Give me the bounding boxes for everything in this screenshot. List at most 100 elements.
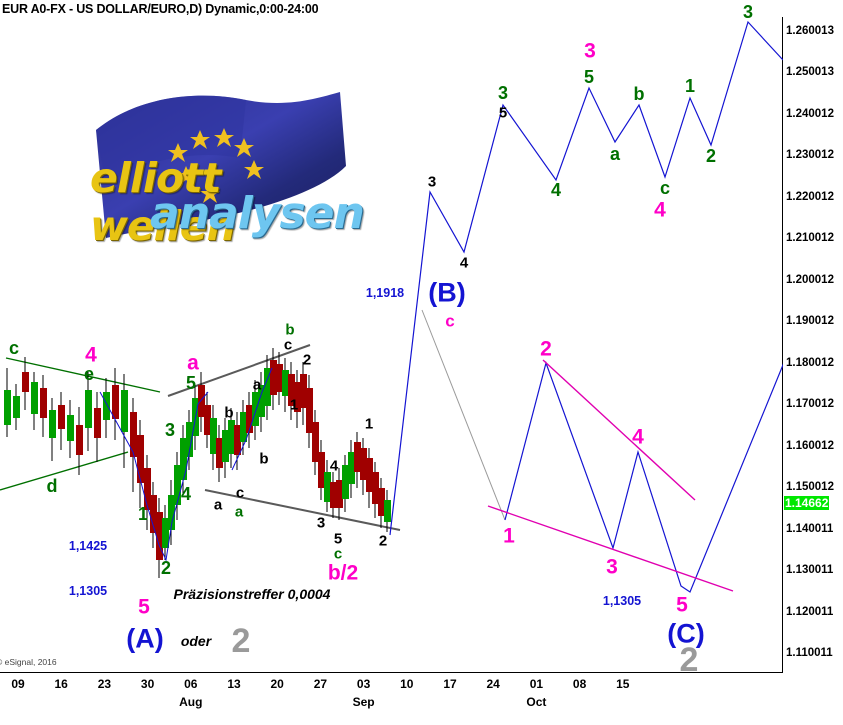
projection-channel — [487, 359, 734, 592]
price-tick: 1.190012 — [786, 315, 834, 328]
plot-area — [0, 17, 783, 672]
wave-label-1: 1 — [137, 504, 149, 524]
annotation-p8: 2 — [231, 622, 251, 660]
wave-label-4: 4 — [459, 254, 469, 272]
alternate-projection — [421, 309, 506, 521]
date-tick: 27 — [313, 677, 328, 691]
eu-flag-graphic — [96, 92, 346, 238]
wave-label-5: 5 — [583, 67, 595, 87]
wave-label-2: 2 — [160, 558, 172, 578]
price-tick: 1.240012 — [786, 107, 834, 120]
price-tick: 1.110011 — [786, 647, 833, 659]
wave-label-4: 4 — [632, 425, 644, 449]
wave-label-5: 5 — [498, 104, 508, 122]
logo-text-primary: elliott wellen — [90, 154, 236, 250]
price-tick: 1.170012 — [786, 398, 834, 411]
channel-trendlines — [167, 344, 401, 531]
annotation-p3: 1,1918 — [365, 285, 405, 300]
date-tick: 23 — [97, 677, 112, 691]
wave-label-b: b — [259, 450, 269, 468]
date-tick: 20 — [270, 677, 284, 691]
date-tick: 24 — [486, 677, 500, 691]
month-label: Oct — [526, 695, 547, 709]
company-logo: elliott wellen analysen — [78, 88, 366, 250]
wave-label-2: 2 — [378, 532, 388, 550]
annotation-p2: 1,1305 — [68, 583, 108, 598]
price-tick: 1.150012 — [786, 481, 834, 494]
wave-label-c: c — [659, 178, 671, 198]
wave-label-4: 4 — [180, 484, 192, 504]
wave-label-c: c — [283, 336, 293, 354]
price-tick: 1.200012 — [786, 273, 834, 286]
wave-label-4: 4 — [550, 180, 562, 200]
annotation-p10: oder — [180, 633, 212, 649]
annotation-p6: (A) — [126, 623, 164, 654]
wave-label-2: 2 — [540, 337, 552, 361]
wave-label-a: a — [234, 503, 244, 521]
candlestick-series — [4, 348, 391, 578]
price-tick: 1.230012 — [786, 149, 834, 162]
wave-label-4: 4 — [329, 457, 339, 475]
annotation-p12: b/2 — [327, 561, 359, 585]
current-price-badge: 1.14662 — [784, 496, 830, 511]
wave-label-3: 3 — [584, 39, 596, 63]
date-tick: 15 — [616, 677, 630, 691]
price-tick: 1.180012 — [786, 356, 834, 369]
wave-label-b: b — [224, 404, 234, 422]
annotation-p7: (C) — [667, 618, 705, 649]
price-tick: 1.120011 — [786, 605, 834, 618]
wave-label-a: a — [213, 496, 223, 514]
wave-label-a: a — [187, 351, 199, 375]
date-tick: 13 — [227, 677, 241, 691]
date-tick: 16 — [54, 677, 68, 691]
wave-label-5: 5 — [138, 595, 150, 619]
date-axis[interactable]: 09 16 23 30 06 13 20 27 03 10 17 24 01 08 15 Aug Sep Oct — [0, 672, 783, 725]
price-tick: 1.210012 — [786, 232, 834, 245]
price-tick: 1.250013 — [786, 66, 834, 79]
triangle-trendlines — [0, 357, 161, 491]
wave-label-c: c — [235, 484, 245, 502]
wave-label-3: 3 — [497, 83, 509, 103]
subwave-connectors — [99, 367, 273, 562]
wave-label-3: 3 — [427, 173, 437, 191]
wave-label-5: 5 — [185, 373, 197, 393]
wave-label-3: 3 — [316, 514, 326, 532]
wave-label-5: 5 — [333, 530, 343, 548]
wave-label-c: c — [445, 311, 455, 331]
wave-label-2: 2 — [705, 146, 717, 166]
projection-wave-b — [389, 20, 784, 536]
annotation-p5: (B) — [428, 277, 466, 308]
date-tick: 17 — [443, 677, 457, 691]
wave-label-1: 1 — [289, 396, 299, 414]
projection-wave-c — [504, 359, 786, 593]
date-tick: 03 — [356, 677, 371, 691]
wave-label-5: 5 — [676, 593, 688, 617]
date-tick: 10 — [400, 677, 414, 691]
wave-label-b: b — [633, 84, 645, 104]
date-tick: 09 — [11, 677, 25, 691]
wave-label-3: 3 — [606, 555, 618, 579]
date-tick: 06 — [184, 677, 198, 691]
wave-label-1: 1 — [684, 76, 696, 96]
wave-label-3: 3 — [164, 420, 176, 440]
wave-label-e: e — [83, 364, 95, 384]
chart-title: EUR A0-FX - US DOLLAR/EURO,D) Dynamic,0:… — [2, 2, 319, 16]
copyright-text: © eSignal, 2016 — [0, 657, 57, 667]
price-axis[interactable]: 1.260013 1.250013 1.240012 1.230012 1.220012… — [783, 17, 843, 672]
wave-label-a: a — [609, 144, 621, 164]
wave-label-4: 4 — [85, 343, 97, 367]
price-tick: 1.130011 — [786, 564, 834, 577]
price-tick: 1.160012 — [786, 439, 834, 452]
wave-label-c: c — [8, 338, 20, 358]
wave-label-3: 3 — [742, 2, 754, 22]
date-tick: 01 — [529, 677, 544, 691]
annotation-p9: 2 — [679, 641, 699, 679]
wave-label-d: d — [46, 476, 58, 496]
price-tick: 1.220012 — [786, 190, 834, 203]
price-tick: 1.260013 — [786, 25, 834, 37]
date-tick: 30 — [140, 677, 155, 691]
wave-label-2: 2 — [302, 351, 312, 369]
annotation-p1: 1,1425 — [68, 538, 108, 553]
month-label: Aug — [179, 695, 203, 709]
